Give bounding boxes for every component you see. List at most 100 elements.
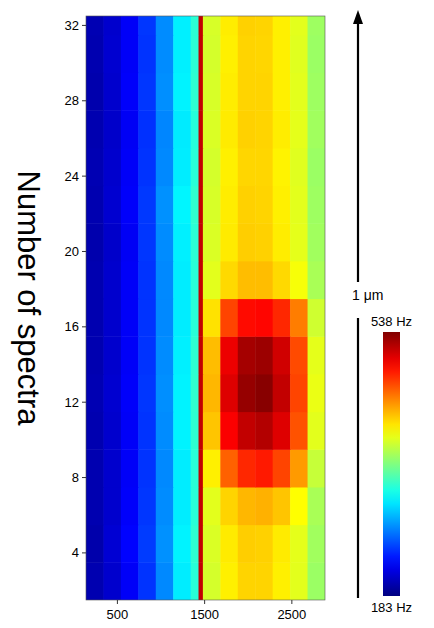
cell [173,186,191,224]
cell [173,73,191,111]
cell [238,374,256,412]
cell [86,16,104,35]
cell [86,186,104,224]
cell [199,148,204,186]
cell [203,148,221,186]
cell [290,148,308,186]
cell [238,110,256,148]
x-tick [291,600,292,604]
cell [86,487,104,525]
cell [238,261,256,299]
cell [255,562,273,600]
cell [103,35,121,73]
cell [191,449,199,487]
cell [203,562,221,600]
cell [220,35,238,73]
cell [255,16,273,35]
y-tick [82,100,86,101]
y-tick [82,326,86,327]
cell [191,299,199,337]
cell [273,35,291,73]
cell [273,110,291,148]
cell [273,299,291,337]
cell [220,110,238,148]
cell [308,16,325,35]
cell [220,449,238,487]
cell [173,336,191,374]
x-tick [204,600,205,604]
cell [138,110,156,148]
cell [86,73,104,111]
cell [138,148,156,186]
y-tick [82,251,86,252]
cell [86,299,104,337]
cell [173,562,191,600]
cell [191,412,199,450]
cell [173,299,191,337]
cell [290,110,308,148]
cell [173,449,191,487]
cell [255,223,273,261]
scale-bar [357,318,359,598]
cell [86,223,104,261]
cell [86,525,104,563]
cell [138,336,156,374]
cell [86,110,104,148]
cell [191,110,199,148]
cell [121,562,139,600]
colorbar-tick [383,332,400,333]
cell [103,449,121,487]
cell [138,525,156,563]
cell [138,374,156,412]
cell [308,186,325,224]
cell [308,299,325,337]
cell [103,223,121,261]
cell [220,525,238,563]
cell [86,374,104,412]
cell [173,487,191,525]
cell [238,562,256,600]
scale-bar [357,22,359,282]
cell [103,73,121,111]
cell [138,73,156,111]
cell [238,449,256,487]
cell [199,110,204,148]
cell [199,336,204,374]
colorbar-tick [383,596,400,597]
cell [103,261,121,299]
cell [238,412,256,450]
cell [308,487,325,525]
cell [308,73,325,111]
cell [203,223,221,261]
cell [173,412,191,450]
cell [156,336,174,374]
cell [199,16,204,35]
cell [308,261,325,299]
cell [199,562,204,600]
cell [290,412,308,450]
cell [273,412,291,450]
cell [156,299,174,337]
cell [273,336,291,374]
x-tick-label: 2500 [277,607,306,622]
cell [156,374,174,412]
y-tick-label: 28 [65,93,79,108]
cell [290,299,308,337]
arrow-head [353,10,363,24]
cell [308,525,325,563]
colorbar-label: 538 Hz [371,314,412,329]
cell [156,562,174,600]
cell [191,525,199,563]
y-tick [82,25,86,26]
cell [199,412,204,450]
y-tick-label: 12 [65,395,79,410]
cell [173,110,191,148]
cell [255,35,273,73]
cell [191,223,199,261]
cell [199,223,204,261]
cell [138,35,156,73]
cell [86,562,104,600]
y-tick-label: 8 [72,470,79,485]
cell [255,374,273,412]
cell [121,110,139,148]
